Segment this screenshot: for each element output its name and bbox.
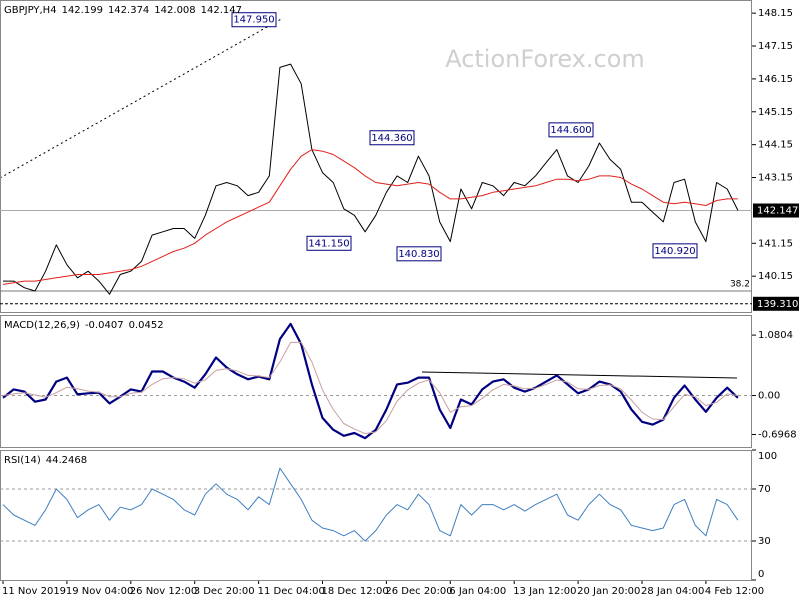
x-tick-label: 4 Feb 12:00 (705, 586, 764, 597)
x-tick-label: 19 Nov 04:00 (66, 586, 133, 597)
panel-reading: 44.2468 (46, 455, 87, 466)
panel-title: RSI(14) (4, 455, 41, 466)
level-label: 139.310 (757, 299, 798, 310)
x-tick-label: 26 Dec 20:00 (385, 586, 452, 597)
x-tick-label: 28 Jan 04:00 (641, 586, 704, 597)
y-tick-label: 147.15 (758, 41, 793, 52)
panel-reading: 142.147 (201, 5, 242, 16)
y-tick-label: 0.00 (758, 391, 780, 402)
y-tick-label: 0 (758, 569, 764, 580)
annotation-label: 140.920 (654, 246, 695, 257)
annotation-label: 144.600 (550, 125, 591, 136)
y-tick-label: 141.15 (758, 238, 793, 249)
annotation-box (548, 122, 594, 138)
series-line (2, 322, 739, 440)
y-tick-label: 30 (758, 536, 771, 547)
annotation-box (396, 246, 442, 262)
y-tick-label: 100 (758, 451, 777, 462)
y-tick-label: -0.6968 (758, 430, 797, 441)
annotation-box (652, 243, 698, 259)
annotation-box (231, 12, 277, 28)
panel-header: RSI(14) 44.2468 (4, 455, 87, 466)
panel-reading: 142.374 (108, 5, 149, 16)
panel-reading: -0.0407 (85, 320, 124, 331)
annotation-box (306, 235, 352, 251)
trend-line (0, 17, 284, 179)
y-tick-label: 145.15 (758, 107, 793, 118)
y-tick-label: 146.15 (758, 74, 793, 85)
panel-reading: 142.199 (62, 5, 103, 16)
y-tick-label: 70 (758, 484, 771, 495)
series-line (3, 63, 739, 295)
panel-reading: 0.0452 (129, 320, 164, 331)
x-tick-label: 3 Dec 20:00 (194, 586, 255, 597)
panel-title: GBPJPY,H4 (4, 5, 57, 16)
x-tick-label: 6 Jan 04:00 (449, 586, 506, 597)
annotation-label: 141.150 (308, 238, 349, 249)
series-line (2, 467, 739, 542)
current-price-label: 142.147 (757, 206, 798, 217)
x-tick-label: 20 Jan 20:00 (577, 586, 640, 597)
panel-header: MACD(12,26,9) -0.0407 0.0452 (4, 320, 164, 331)
panel-header: GBPJPY,H4 142.199 142.374 142.008 142.147 (4, 5, 242, 16)
x-tick-label: 13 Jan 12:00 (513, 586, 576, 597)
macd-trend-line (421, 371, 738, 379)
x-tick-label: 11 Dec 04:00 (258, 586, 325, 597)
panel-frame (0, 315, 752, 448)
y-tick-label: 140.15 (758, 271, 793, 282)
series-line (2, 149, 738, 285)
watermark: ActionForex.com (445, 45, 645, 73)
series-line (2, 341, 738, 435)
x-tick-label: 11 Nov 2019 (2, 586, 66, 597)
annotation-label: 147.950 (233, 15, 274, 26)
current-price-box (753, 203, 799, 218)
panel-frame (0, 0, 752, 313)
y-tick-label: 1.0804 (758, 330, 793, 341)
panel-frame (0, 450, 752, 581)
y-tick-label: 144.15 (758, 140, 793, 151)
panel-title: MACD(12,26,9) (4, 320, 80, 331)
y-tick-label: 143.15 (758, 173, 793, 184)
level-box (753, 296, 799, 311)
annotation-box (369, 130, 415, 146)
level-label: 38.2 (730, 279, 750, 289)
annotation-label: 144.360 (371, 133, 412, 144)
panel-reading: 142.008 (154, 5, 195, 16)
y-tick-label: 148.15 (758, 8, 793, 19)
x-tick-label: 26 Nov 12:00 (130, 586, 197, 597)
x-tick-label: 18 Dec 12:00 (322, 586, 389, 597)
annotation-label: 140.830 (398, 249, 439, 260)
